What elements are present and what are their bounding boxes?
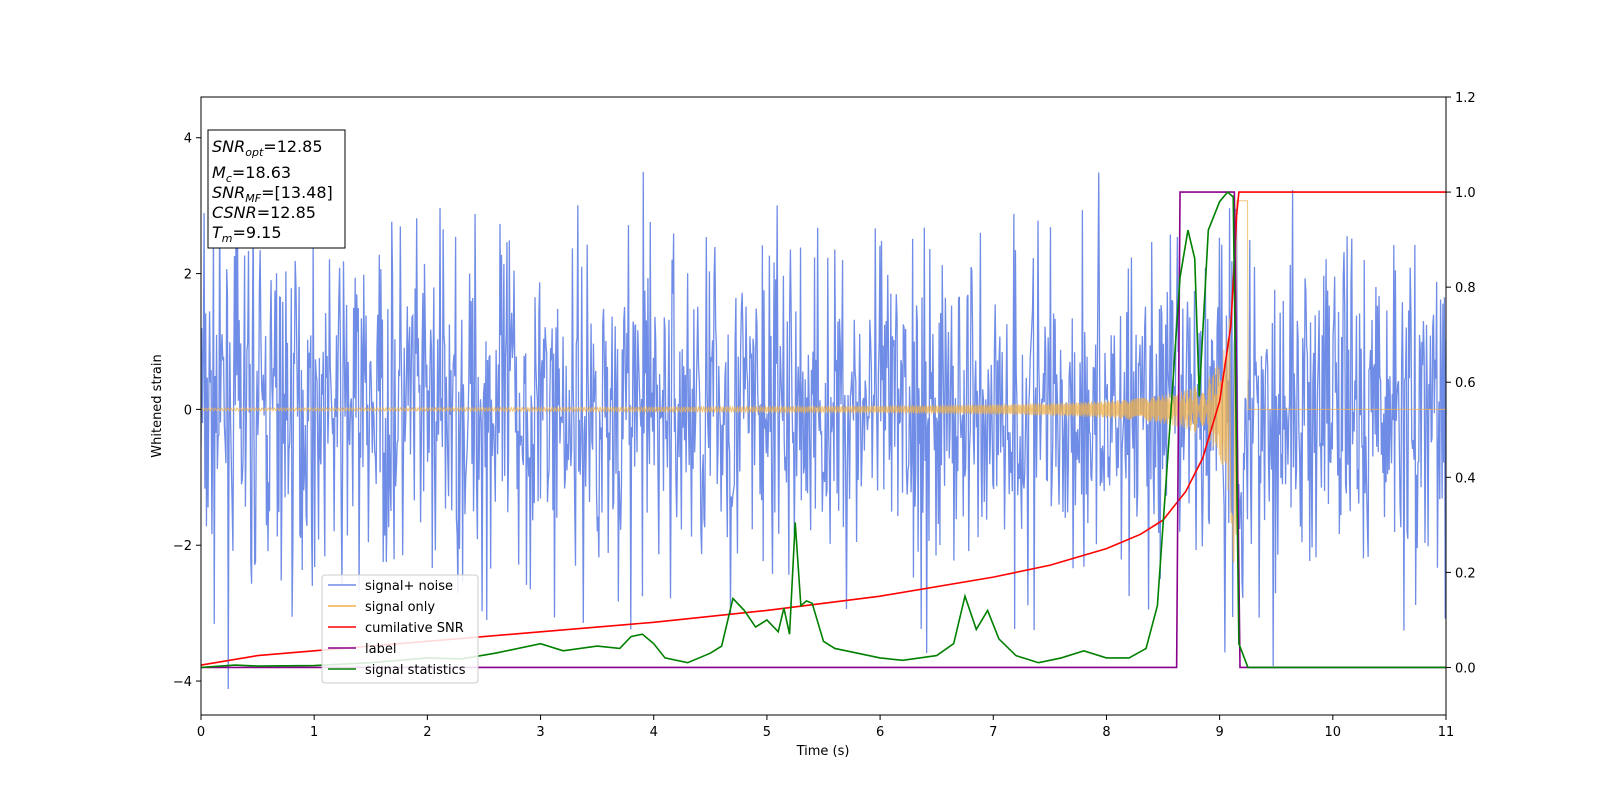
right-y-tick-label: 1.0: [1455, 186, 1476, 201]
right-y-tick-label: 1.2: [1455, 91, 1476, 106]
right-y-tick-label: 0.4: [1455, 471, 1476, 486]
left-y-tick-label: 4: [184, 132, 192, 147]
left-y-tick-label: 0: [184, 403, 192, 418]
svg-text:label: label: [365, 642, 396, 657]
x-tick-label: 2: [423, 725, 431, 740]
x-tick-label: 9: [1215, 725, 1223, 740]
annotation-mc: Mc=18.63: [212, 163, 291, 185]
right-y-tick-label: 0.0: [1455, 661, 1476, 676]
annotation-tm: Tm=9.15: [212, 223, 282, 245]
legend-item-cumulative-snr: cumilative SNR: [328, 621, 464, 636]
left-y-axis-ticks: −4 −2 0 2 4: [173, 132, 201, 690]
x-tick-label: 6: [876, 725, 884, 740]
left-y-tick-label: 2: [184, 268, 192, 283]
x-tick-label: 4: [650, 725, 658, 740]
legend: signal+ noise signal only cumilative SNR…: [321, 574, 479, 684]
y-axis-label: Whitened strain: [150, 354, 165, 457]
right-y-tick-label: 0.8: [1455, 281, 1476, 296]
annotation-snr-opt: SNRopt=12.85: [212, 137, 323, 159]
right-y-axis-ticks: 0.0 0.2 0.4 0.6 0.8 1.0 1.2: [1446, 91, 1476, 676]
x-axis-ticks: 0 1 2 3 4 5 6 7 8 9 10 11: [197, 715, 1454, 740]
x-tick-label: 7: [989, 725, 997, 740]
svg-text:signal statistics: signal statistics: [365, 663, 466, 678]
x-tick-label: 10: [1325, 725, 1342, 740]
x-tick-label: 1: [310, 725, 318, 740]
right-y-tick-label: 0.6: [1455, 376, 1476, 391]
legend-item-signal-statistics: signal statistics: [328, 663, 466, 678]
x-tick-label: 0: [197, 725, 205, 740]
right-y-tick-label: 0.2: [1455, 566, 1476, 581]
left-y-tick-label: −2: [173, 539, 192, 554]
x-tick-label: 5: [763, 725, 771, 740]
x-tick-label: 3: [536, 725, 544, 740]
signal-statistics-line: [201, 190, 1446, 669]
x-tick-label: 11: [1438, 725, 1455, 740]
svg-text:cumilative SNR: cumilative SNR: [365, 621, 464, 636]
left-y-tick-label: −4: [173, 675, 192, 690]
legend-item-signal-only: signal only: [328, 600, 435, 615]
svg-text:signal only: signal only: [365, 600, 435, 615]
legend-item-signal-noise: signal+ noise: [328, 579, 453, 594]
svg-text:signal+ noise: signal+ noise: [365, 579, 453, 594]
x-tick-label: 8: [1102, 725, 1110, 740]
annotation-snr-mf: SNRMF=[13.48]: [212, 183, 333, 205]
annotation-csnr: CSNR=12.85: [212, 203, 316, 222]
legend-item-label: label: [328, 642, 396, 657]
snr-annotation-box: SNRopt=12.85 Mc=18.63 SNRMF=[13.48] CSNR…: [207, 129, 346, 249]
x-axis-label: Time (s): [796, 744, 850, 759]
plot-frame: [200, 96, 1447, 716]
